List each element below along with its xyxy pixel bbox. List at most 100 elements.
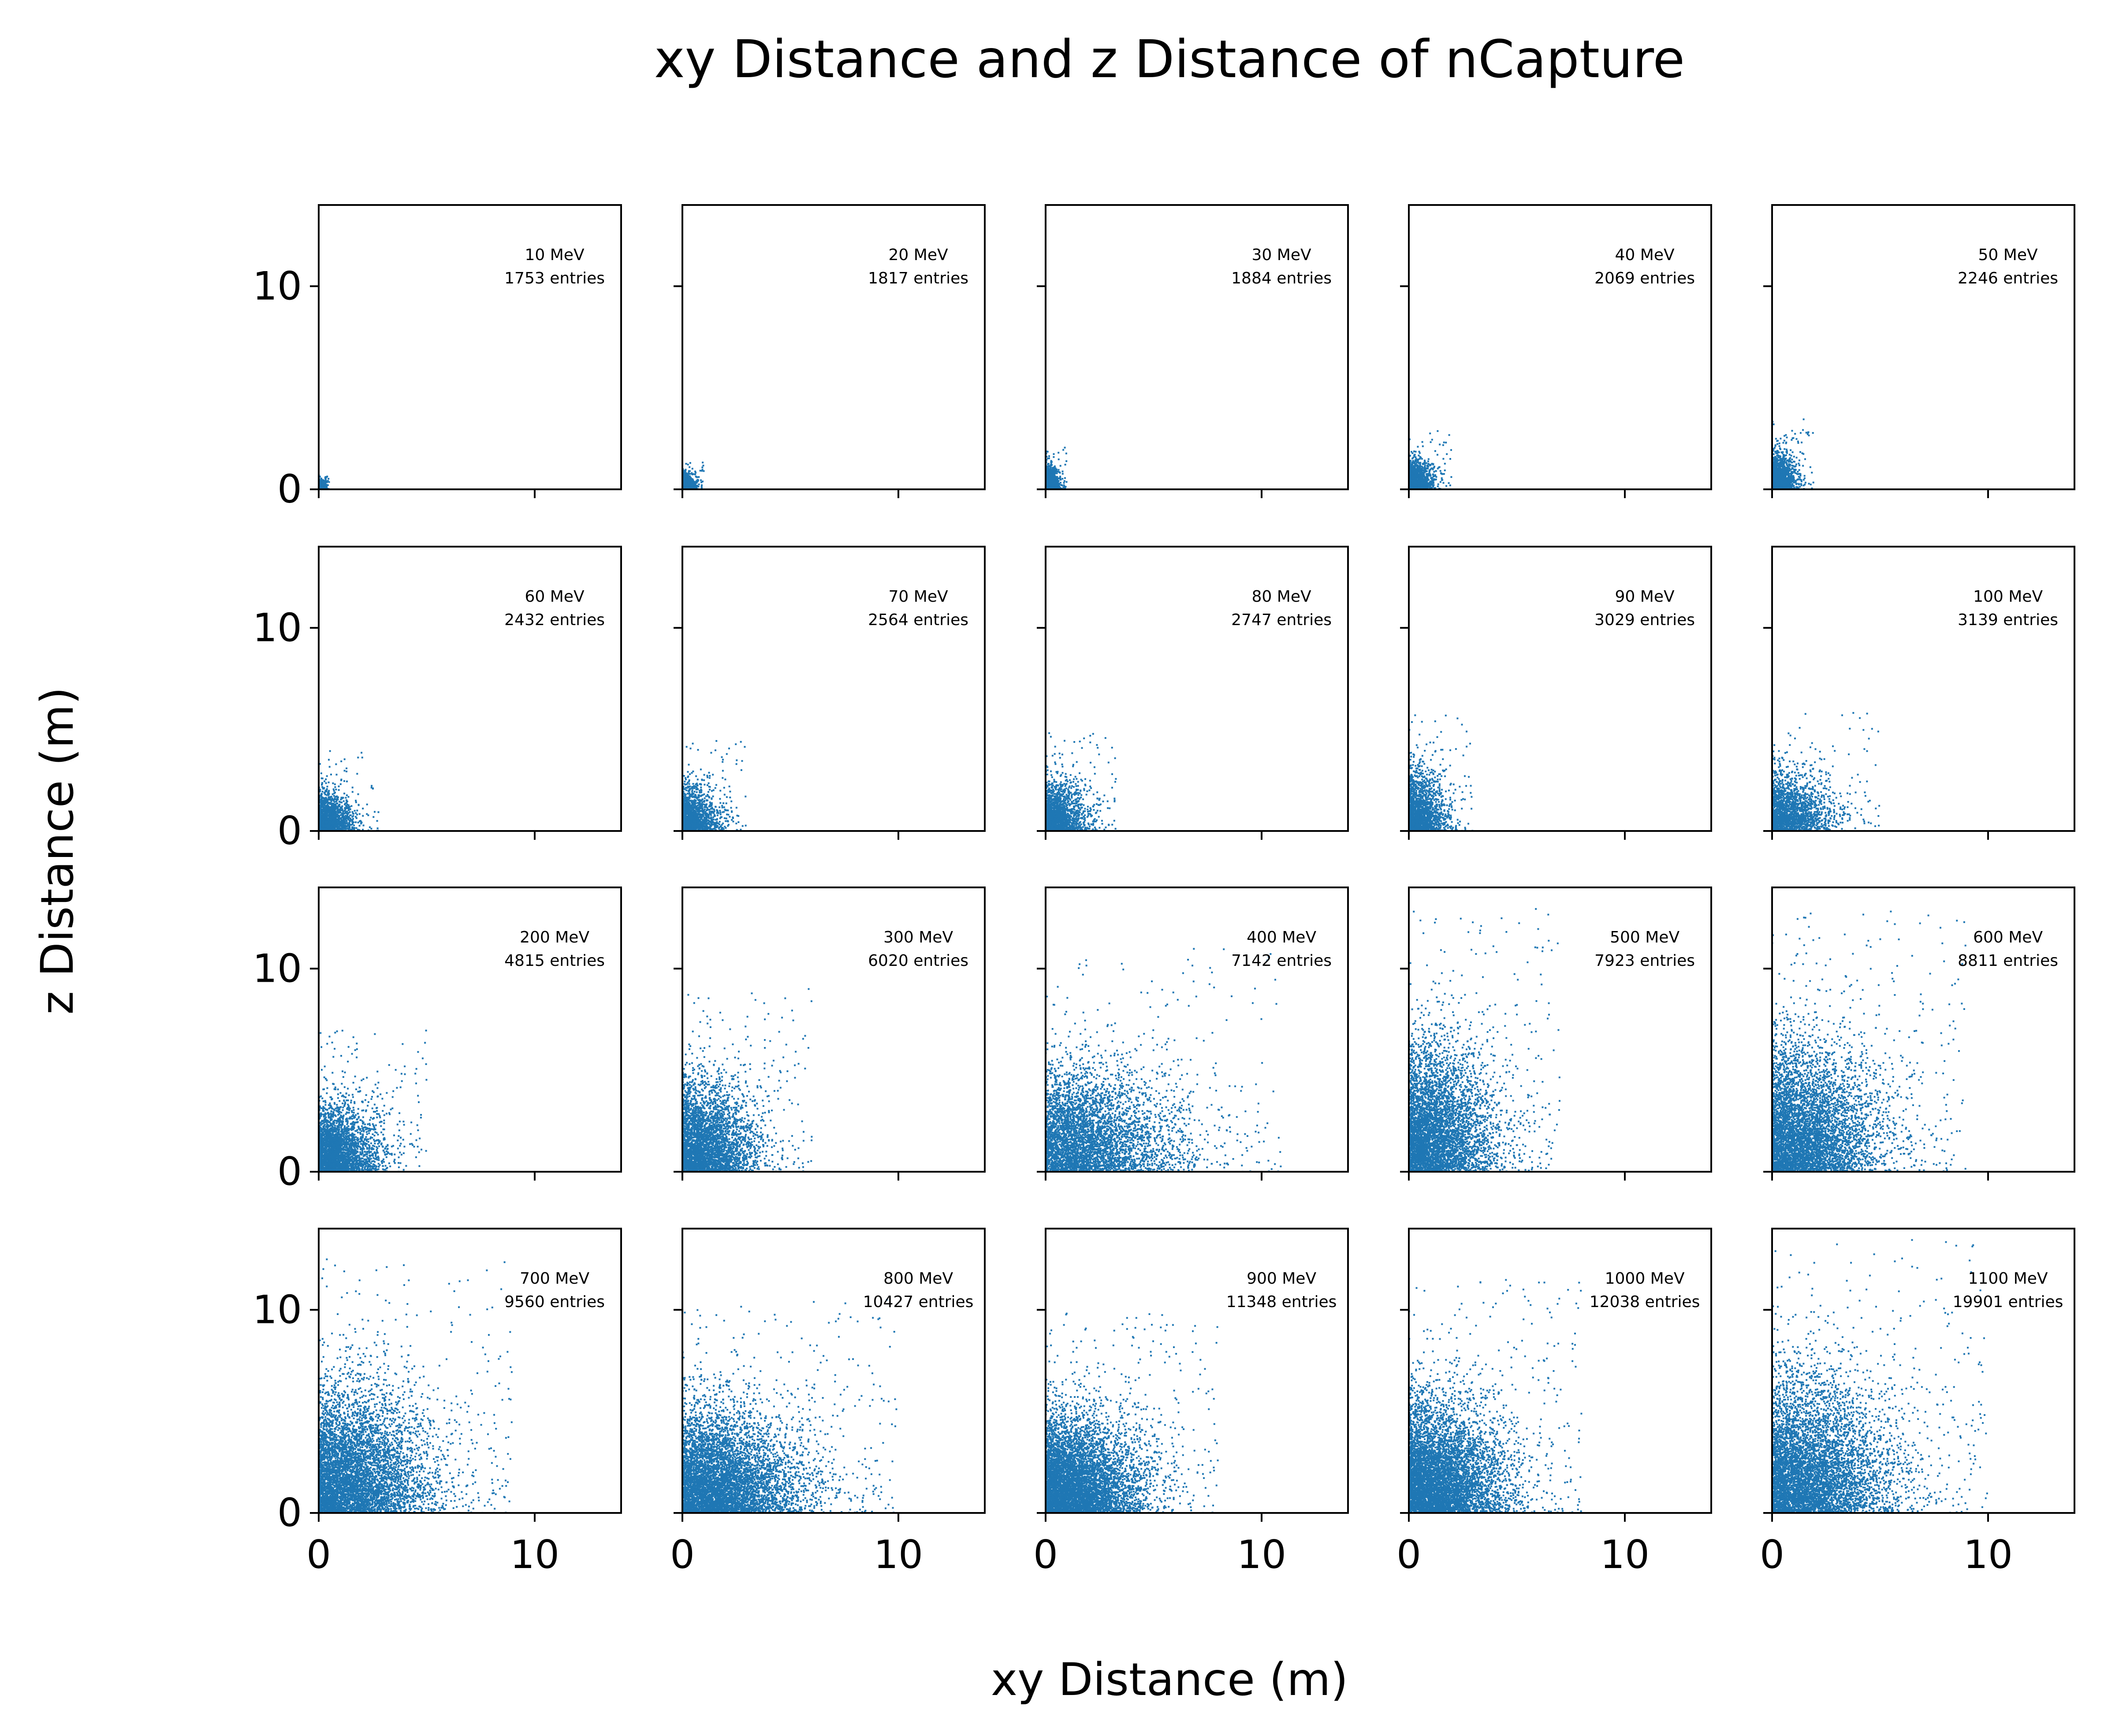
- data-point: [1046, 481, 1048, 483]
- data-point: [1054, 485, 1055, 487]
- data-point: [1796, 457, 1798, 458]
- data-point: [1437, 430, 1438, 432]
- data-point: [1063, 482, 1065, 484]
- data-point: [1429, 465, 1431, 466]
- data-point: [1412, 468, 1414, 469]
- data-point: [689, 485, 691, 487]
- data-point: [325, 486, 327, 488]
- data-point: [1794, 433, 1796, 435]
- data-point: [1419, 476, 1421, 477]
- data-point: [1417, 465, 1419, 467]
- data-point: [1441, 477, 1443, 479]
- data-point: [700, 479, 702, 481]
- data-point: [1412, 462, 1414, 463]
- data-point: [1048, 463, 1050, 465]
- data-point: [1417, 446, 1419, 447]
- data-point: [1054, 466, 1056, 468]
- data-point: [702, 469, 704, 470]
- data-point: [1064, 480, 1065, 482]
- data-point: [1444, 469, 1446, 471]
- data-point: [689, 480, 690, 481]
- data-point: [1445, 442, 1447, 443]
- figure-title: xy Distance and z Distance of nCapture: [654, 29, 1685, 89]
- data-point: [1413, 484, 1415, 485]
- data-point: [1445, 485, 1447, 487]
- data-point: [689, 470, 691, 472]
- data-point: [1062, 486, 1064, 488]
- data-point: [1423, 462, 1425, 463]
- data-point: [1065, 453, 1067, 454]
- data-point: [1410, 464, 1411, 466]
- entries-label: 1753 entries: [504, 269, 605, 287]
- data-point: [1419, 482, 1421, 484]
- data-point: [1050, 469, 1052, 471]
- data-point: [1411, 486, 1412, 488]
- data-point: [1056, 476, 1058, 478]
- data-point: [1810, 466, 1811, 468]
- data-point: [684, 486, 685, 488]
- data-point: [1426, 467, 1428, 469]
- data-point: [1428, 458, 1430, 460]
- data-point: [1422, 463, 1424, 465]
- data-point: [1431, 481, 1433, 483]
- data-point: [687, 480, 689, 482]
- data-point: [695, 472, 696, 473]
- data-point: [1419, 472, 1421, 473]
- data-point: [1422, 480, 1424, 482]
- data-point: [1048, 458, 1050, 459]
- data-point: [697, 480, 699, 481]
- data-point: [1051, 467, 1053, 469]
- data-point: [689, 466, 690, 468]
- energy-label: 40 MeV: [1615, 246, 1675, 264]
- data-point: [1424, 460, 1426, 462]
- data-point: [1053, 453, 1055, 455]
- data-point: [1434, 466, 1435, 468]
- data-point: [1419, 458, 1421, 460]
- data-point: [1434, 475, 1436, 477]
- data-point: [1431, 439, 1433, 440]
- data-point: [1060, 465, 1061, 467]
- data-point: [1411, 480, 1412, 482]
- data-point: [1053, 480, 1055, 481]
- data-point: [1448, 482, 1450, 484]
- data-point: [1805, 482, 1806, 484]
- x-axis-label: xy Distance (m): [991, 1654, 1348, 1706]
- data-point: [694, 473, 696, 475]
- data-point: [1066, 481, 1068, 483]
- data-point: [1412, 457, 1414, 458]
- data-point: [1420, 479, 1422, 481]
- data-point: [686, 478, 688, 480]
- data-point: [1437, 485, 1439, 487]
- data-point: [321, 485, 323, 487]
- data-point: [1782, 442, 1784, 443]
- data-point: [1441, 473, 1443, 475]
- data-point: [691, 473, 693, 475]
- data-point: [1058, 458, 1060, 460]
- data-point: [1048, 465, 1050, 467]
- data-point: [703, 465, 704, 466]
- data-point: [1810, 484, 1812, 485]
- data-point: [1046, 474, 1048, 476]
- data-point: [1429, 432, 1431, 434]
- data-point: [1055, 479, 1057, 481]
- data-point: [1412, 460, 1414, 462]
- data-point: [1813, 482, 1814, 484]
- data-point: [1414, 466, 1416, 468]
- data-point: [1058, 452, 1059, 454]
- data-point: [1415, 487, 1417, 488]
- data-point: [1418, 454, 1419, 456]
- data-point: [1413, 451, 1415, 452]
- data-point: [1776, 443, 1778, 445]
- data-point: [1056, 473, 1058, 474]
- data-point: [1049, 486, 1050, 488]
- data-point: [1427, 463, 1429, 465]
- data-point: [685, 480, 686, 481]
- data-point: [1053, 470, 1054, 472]
- data-point: [1064, 477, 1066, 479]
- data-point: [1450, 476, 1452, 478]
- data-point: [1410, 472, 1412, 474]
- entries-label: 1817 entries: [868, 269, 968, 287]
- data-point: [1046, 466, 1048, 467]
- y-tick-label: 0: [277, 466, 302, 512]
- data-point: [1432, 468, 1434, 469]
